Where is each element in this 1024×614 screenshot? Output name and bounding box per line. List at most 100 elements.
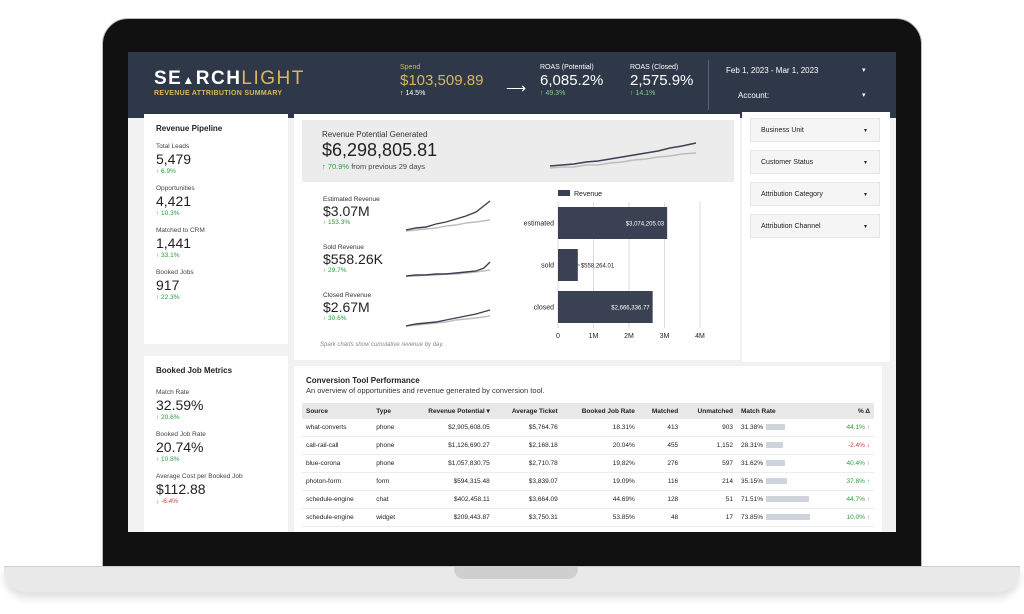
bar-estimated xyxy=(558,207,668,239)
revenue-potential-cell: $402,458.11 xyxy=(406,490,494,509)
percent-change-cell: 44.7% ↑ xyxy=(834,490,874,509)
filter-business-unit[interactable]: Business Unit ▾ xyxy=(750,118,880,142)
column-header[interactable]: Type xyxy=(376,407,391,415)
metric-label: Total Leads xyxy=(156,143,190,150)
average-ticket-cell: $3,839.07 xyxy=(493,472,562,491)
x-tick-label: 3M xyxy=(660,333,670,338)
filter-attribution-category[interactable]: Attribution Category ▾ xyxy=(750,182,880,206)
closed-revenue-metric: Closed Revenue $2.67M ↑ 30.6% xyxy=(323,292,371,322)
revenue-potential-cell: $209,443.87 xyxy=(406,508,494,527)
metric-booked-jobs: Booked Jobs 917 ↑ 22.3% xyxy=(156,269,276,301)
column-header[interactable]: Matched xyxy=(651,407,679,415)
account-selector[interactable]: Account: xyxy=(738,91,770,100)
percent-change-cell: 44.1% ↑ xyxy=(834,419,874,437)
percent-change-cell: 40.4% ↑ xyxy=(834,454,874,473)
metric-change: ↑ 153.3% xyxy=(323,219,351,226)
kpi-label: ROAS (Closed) xyxy=(630,64,679,71)
dashboard-screen: SE▲RCHLIGHT REVENUE ATTRIBUTION SUMMARY … xyxy=(128,52,896,532)
revenue-pipeline-panel: Revenue Pipeline Total Leads 5,479 ↑ 6.9… xyxy=(144,114,288,344)
match-rate-bar xyxy=(766,514,810,521)
metric-change: ↑ 33.1% xyxy=(156,252,180,259)
matched-cell: 128 xyxy=(638,490,683,509)
source-cell: schedule-engine xyxy=(302,490,373,509)
change-percent: ↑ 70.9% xyxy=(322,162,350,171)
metric-label: Opportunities xyxy=(156,185,195,192)
metric-value: $3.07M xyxy=(323,203,370,219)
filter-label: Attribution Channel xyxy=(761,223,821,230)
column-header[interactable]: Unmatched xyxy=(697,407,733,415)
caret-down-icon: ▾ xyxy=(863,128,867,134)
category-label: sold xyxy=(541,263,554,270)
table-row[interactable]: schedule-engine widget $209,443.87 $3,750.3… xyxy=(302,508,874,527)
filter-label: Business Unit xyxy=(761,127,804,134)
metric-value: 32.59% xyxy=(156,397,204,413)
column-header[interactable]: Match Rate xyxy=(740,407,776,415)
revenue-potential-cell: $594,315.48 xyxy=(406,472,494,491)
match-rate-value: 31.38% xyxy=(740,424,763,431)
match-rate-value: 73.85% xyxy=(740,514,763,521)
source-cell: blue-corona xyxy=(302,454,373,473)
booked-job-rate-cell: 53.85% xyxy=(561,508,639,527)
revenue-potential-cell: $1,057,830.75 xyxy=(406,454,494,473)
metric-opportunities: Opportunities 4,421 ↑ 10.3% xyxy=(156,185,276,217)
booked-job-rate-cell: 19.09% xyxy=(561,472,639,491)
unmatched-cell: 597 xyxy=(682,454,737,473)
metric-value: $112.88 xyxy=(156,481,206,497)
column-header[interactable]: Revenue Potential ▾ xyxy=(428,408,490,415)
table-row[interactable]: photon-form form $594,315.48 $3,839.07 19.09… xyxy=(302,472,874,491)
caret-down-icon: ▾ xyxy=(863,192,867,198)
metric-change: ↑ 29.7% xyxy=(323,267,347,274)
table-subtitle: An overview of opportunities and revenue… xyxy=(306,386,545,395)
match-rate-value: 31.62% xyxy=(740,460,763,467)
table-row[interactable]: blue-corona phone $1,057,830.75 $2,710.78 19… xyxy=(302,454,874,473)
kpi-label: ROAS (Potential) xyxy=(540,64,594,71)
x-tick-label: 4M xyxy=(695,333,705,338)
metric-label: Booked Job Rate xyxy=(156,431,206,438)
source-cell: what-converts xyxy=(302,419,373,437)
metric-value: 1,441 xyxy=(156,235,192,251)
revenue-potential-value: $6,298,805.81 xyxy=(322,140,438,160)
type-cell: widget xyxy=(372,508,407,527)
column-header[interactable]: Source xyxy=(306,407,329,415)
metric-label: Average Cost per Booked Job xyxy=(156,473,243,480)
caret-down-icon[interactable]: ▾ xyxy=(862,92,866,99)
kpi-value: 6,085.2% xyxy=(540,72,604,89)
metric-value: $2.67M xyxy=(323,299,370,315)
caret-down-icon[interactable]: ▾ xyxy=(862,67,866,74)
x-tick-label: 0 xyxy=(556,333,560,338)
metric-change: ↑ 10.3% xyxy=(156,210,180,217)
average-ticket-cell: $2,168.18 xyxy=(493,436,562,455)
filter-attribution-channel[interactable]: Attribution Channel ▾ xyxy=(750,214,880,238)
data-label: $2,666,336.77 xyxy=(611,306,650,312)
unmatched-cell: 214 xyxy=(682,472,737,491)
kpi-spend: Spend $103,509.89 ↑ 14.5% xyxy=(400,64,483,97)
date-range-selector[interactable]: Feb 1, 2023 - Mar 1, 2023 xyxy=(726,66,819,75)
metric-value: 5,479 xyxy=(156,151,192,167)
table-title: Conversion Tool Performance xyxy=(306,376,420,385)
table-row[interactable]: call-rail-call phone $1,126,690.27 $2,168.1… xyxy=(302,436,874,455)
conversion-tool-table-panel: Conversion Tool Performance An overview … xyxy=(294,366,882,532)
match-rate-bar xyxy=(766,478,787,485)
matched-cell: 455 xyxy=(638,436,683,455)
average-ticket-cell: $3,664.09 xyxy=(493,490,562,509)
column-header[interactable]: Average Ticket xyxy=(511,407,558,415)
filter-customer-status[interactable]: Customer Status ▾ xyxy=(750,150,880,174)
match-rate-cell: 35.15% xyxy=(736,472,835,491)
column-header[interactable]: % Δ xyxy=(857,407,870,415)
booked-job-rate-cell: 19.82% xyxy=(561,454,639,473)
header-divider xyxy=(708,60,709,110)
revenue-potential-cell: $1,126,690.27 xyxy=(406,436,494,455)
category-label: closed xyxy=(534,305,554,312)
source-cell: schedule-engine xyxy=(302,508,373,527)
data-label: $558,264.01 xyxy=(581,264,615,270)
table-row[interactable]: what-converts phone $2,905,608.05 $5,764.76… xyxy=(302,419,874,437)
column-header[interactable]: Booked Job Rate xyxy=(581,407,635,415)
revenue-center-panel: Revenue Potential Generated $6,298,805.8… xyxy=(294,114,740,360)
metric-match-rate: Match Rate 32.59% ↑ 20.6% xyxy=(156,389,276,421)
average-ticket-cell: $5,764.76 xyxy=(493,419,562,437)
searchlight-logo: SE▲RCHLIGHT xyxy=(154,68,305,89)
booked-job-rate-cell: 44.69% xyxy=(561,490,639,509)
percent-change-cell: -2.4% ↓ xyxy=(834,436,874,455)
metric-label: Closed Revenue xyxy=(323,292,372,299)
table-row[interactable]: schedule-engine chat $402,458.11 $3,664.09 4… xyxy=(302,490,874,509)
